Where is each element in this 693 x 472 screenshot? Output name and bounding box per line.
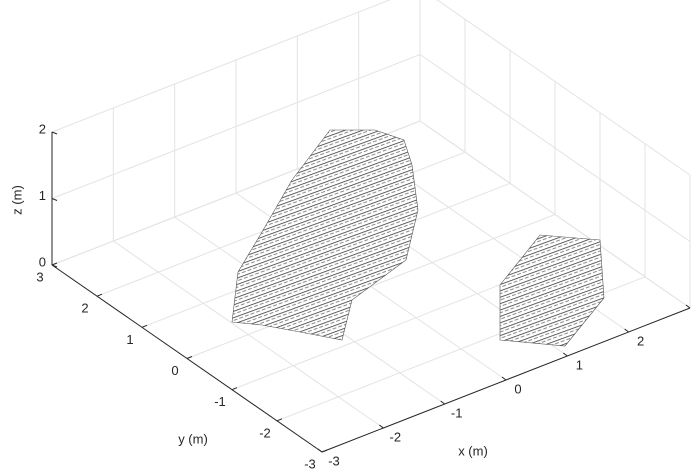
z-axis-label: z (m) [9, 185, 24, 215]
x-tick-label: 1 [576, 357, 583, 372]
z-tick-label: 1 [39, 188, 46, 203]
y-tick-label: 2 [81, 301, 88, 316]
z-tick [52, 132, 57, 134]
y-axis-label: y (m) [178, 431, 208, 446]
y-tick [322, 450, 327, 452]
y-tick [187, 357, 192, 359]
y-tick [97, 294, 102, 296]
x-tick-label: 2 [637, 333, 644, 348]
z-tick-label: 2 [39, 121, 46, 136]
y-tick-label: -2 [259, 425, 271, 440]
x-tick [625, 329, 629, 332]
y-tick [277, 419, 282, 421]
x-tick [502, 377, 506, 380]
x-tick [441, 401, 445, 404]
y-tick-label: 0 [171, 363, 178, 378]
y-tick-label: 1 [126, 332, 133, 347]
box-points [500, 235, 604, 346]
point-cloud [232, 130, 604, 346]
y-tick [142, 325, 147, 327]
car-points [232, 130, 418, 340]
x-tick-label: -3 [328, 453, 340, 468]
x-tick [318, 449, 322, 452]
x-tick [379, 425, 383, 428]
x-tick-label: 0 [514, 381, 521, 396]
z-tick-label: 0 [39, 254, 46, 269]
x-tick-label: -2 [390, 429, 402, 444]
x-tick [563, 353, 567, 356]
x-tick [686, 305, 690, 308]
y-tick-label: 3 [36, 269, 43, 284]
y-tick-label: -1 [214, 394, 226, 409]
y-tick-label: -3 [304, 456, 316, 471]
chart: -3-2-10123-3-2-10123012 x (m) y (m) z (m… [0, 0, 693, 472]
x-tick-label: -1 [451, 405, 463, 420]
y-tick [232, 388, 237, 390]
y-tick [52, 263, 57, 265]
z-tick [52, 199, 57, 201]
x-axis-label: x (m) [458, 443, 488, 458]
